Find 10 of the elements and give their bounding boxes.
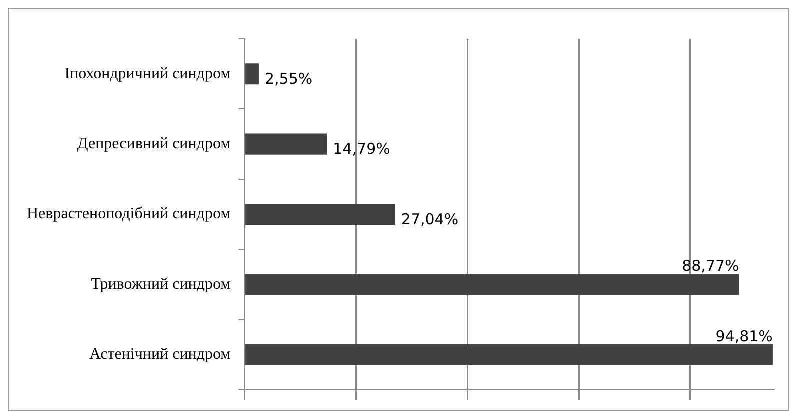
y-tick-label: Депресивний синдром	[77, 136, 231, 153]
data-label: 88,77%	[682, 257, 740, 276]
y-tick-label: Астенічний синдром	[89, 346, 231, 364]
y-tick-label: Неврастеноподібний синдром	[26, 206, 231, 223]
y-tick-label: Тривожний синдром	[91, 276, 231, 293]
data-label: 27,04%	[401, 210, 459, 228]
data-label: 94,81%	[716, 327, 773, 346]
y-tick-label: Іпохондричний синдром	[64, 65, 231, 82]
data-label: 14,79%	[333, 140, 390, 158]
data-label: 2,55%	[264, 70, 313, 88]
